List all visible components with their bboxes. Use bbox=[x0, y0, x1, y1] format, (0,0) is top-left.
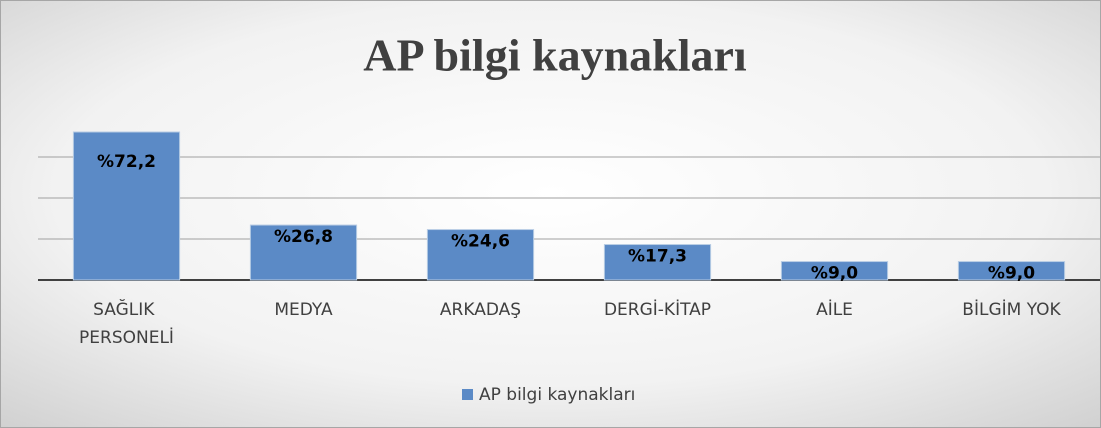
x-tick-label: MEDYA bbox=[274, 300, 333, 320]
data-label: %17,3 bbox=[628, 247, 687, 267]
data-label: %26,8 bbox=[274, 227, 333, 247]
bar bbox=[249, 224, 358, 281]
bar bbox=[603, 244, 712, 281]
legend-swatch bbox=[462, 389, 473, 400]
bar bbox=[72, 131, 181, 281]
data-label: %9,0 bbox=[811, 264, 858, 284]
data-label: %72,2 bbox=[97, 152, 156, 172]
x-tick-label: DERGİ-KİTAP bbox=[604, 299, 711, 320]
x-tick-label: ARKADAŞ bbox=[440, 300, 521, 320]
x-tick-label: BİLGİM YOK bbox=[962, 299, 1061, 320]
chart-title: AP bilgi kaynakları bbox=[363, 30, 747, 81]
data-label: %24,6 bbox=[451, 232, 510, 252]
bar bbox=[780, 261, 889, 281]
x-tick-label: SAĞLIK PERSONELİ bbox=[79, 298, 174, 348]
x-tick-label: AİLE bbox=[816, 299, 853, 320]
bar bbox=[426, 229, 535, 281]
bar bbox=[957, 261, 1066, 281]
legend-label: AP bilgi kaynakları bbox=[479, 385, 635, 405]
data-label: %9,0 bbox=[988, 264, 1035, 284]
